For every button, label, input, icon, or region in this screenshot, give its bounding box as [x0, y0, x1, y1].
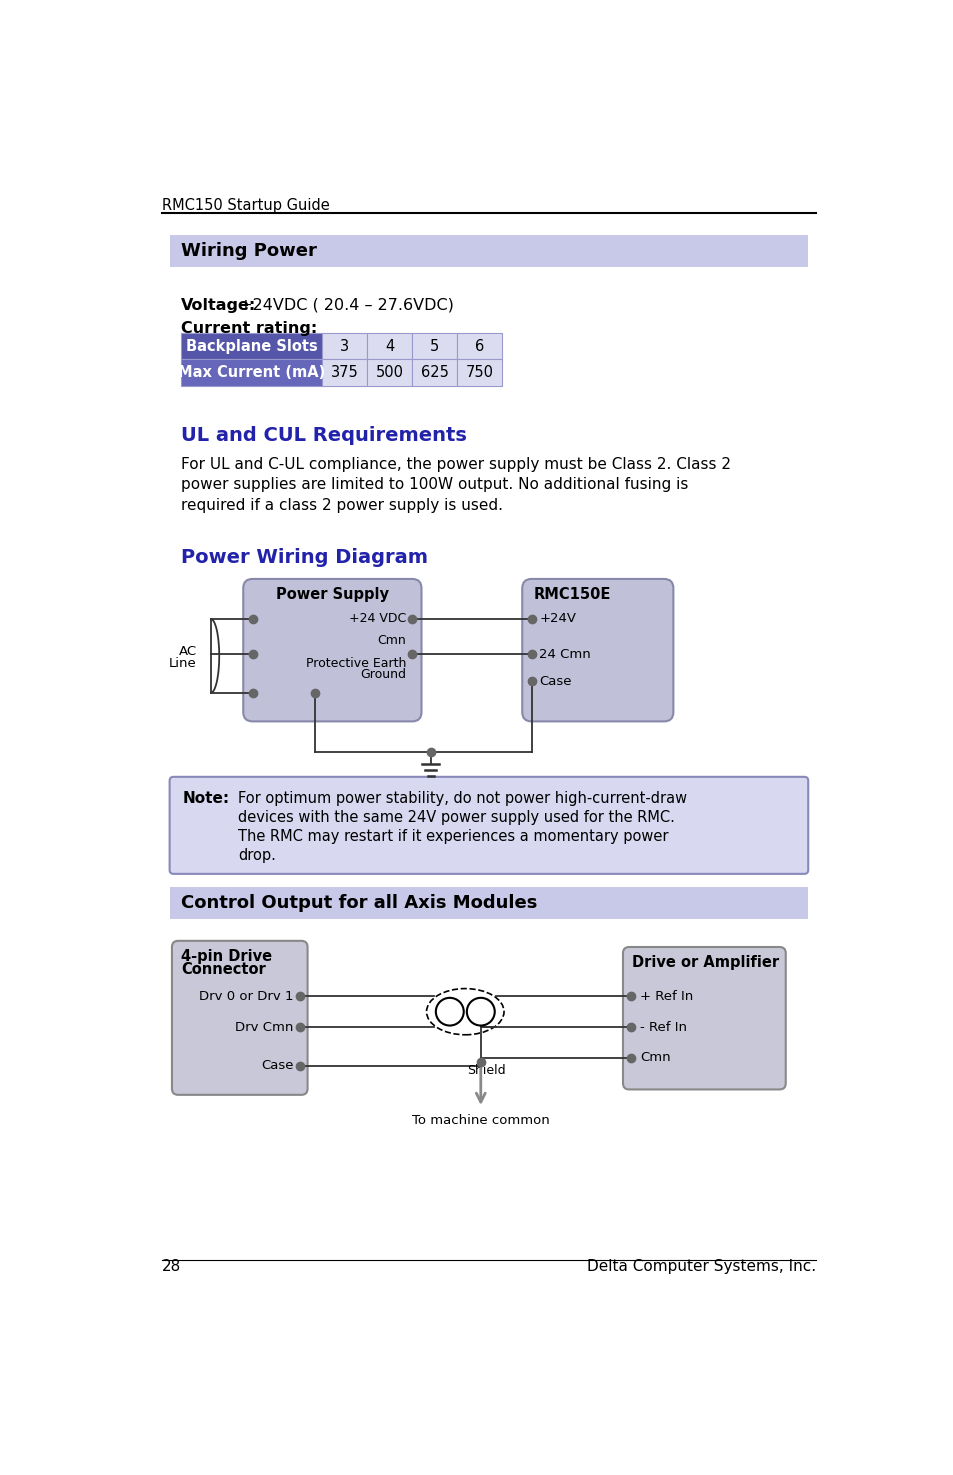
Text: Protective Earth: Protective Earth [305, 658, 406, 671]
Text: - Ref In: - Ref In [639, 1021, 686, 1034]
Text: 750: 750 [465, 366, 493, 381]
FancyBboxPatch shape [622, 947, 785, 1090]
FancyBboxPatch shape [172, 941, 307, 1094]
Text: Power Wiring Diagram: Power Wiring Diagram [181, 549, 428, 568]
Text: For optimum power stability, do not power high-current-draw: For optimum power stability, do not powe… [237, 791, 686, 805]
Text: devices with the same 24V power supply used for the RMC.: devices with the same 24V power supply u… [237, 810, 674, 825]
Text: drop.: drop. [237, 848, 275, 863]
Bar [367, 333, 412, 360]
Text: Connector: Connector [181, 962, 266, 978]
Text: To machine common: To machine common [412, 1114, 549, 1127]
Text: 4-pin Drive: 4-pin Drive [181, 948, 273, 963]
Bar [456, 333, 501, 360]
Text: required if a class 2 power supply is used.: required if a class 2 power supply is us… [181, 499, 503, 513]
Text: 4: 4 [385, 339, 394, 354]
Text: +24 VDC: +24 VDC [349, 612, 406, 625]
Bar [322, 333, 367, 360]
Text: Note:: Note: [183, 791, 230, 805]
Bar [367, 360, 412, 385]
Text: Delta Computer Systems, Inc.: Delta Computer Systems, Inc. [586, 1260, 815, 1274]
Text: 625: 625 [420, 366, 448, 381]
Text: Ground: Ground [359, 668, 406, 681]
FancyBboxPatch shape [521, 580, 673, 721]
Text: Cmn: Cmn [376, 634, 406, 646]
Text: 24 Cmn: 24 Cmn [538, 648, 591, 661]
Text: Wiring Power: Wiring Power [181, 242, 316, 260]
Bar [412, 333, 456, 360]
Text: 500: 500 [375, 366, 403, 381]
Text: Current rating:: Current rating: [181, 322, 317, 336]
Text: For UL and C-UL compliance, the power supply must be Class 2. Class 2: For UL and C-UL compliance, the power su… [181, 456, 731, 472]
Bar [181, 360, 322, 385]
Text: AC: AC [178, 645, 196, 658]
Text: 5: 5 [430, 339, 438, 354]
Text: RMC150E: RMC150E [534, 587, 611, 602]
FancyBboxPatch shape [243, 580, 421, 721]
Text: Drive or Amplifier: Drive or Amplifier [632, 954, 779, 969]
Text: power supplies are limited to 100W output. No additional fusing is: power supplies are limited to 100W outpu… [181, 478, 688, 493]
Text: 6: 6 [475, 339, 484, 354]
Text: + Ref In: + Ref In [639, 990, 693, 1003]
Text: Drv Cmn: Drv Cmn [235, 1021, 294, 1034]
Text: Drv 0 or Drv 1: Drv 0 or Drv 1 [199, 990, 294, 1003]
Text: The RMC may restart if it experiences a momentary power: The RMC may restart if it experiences a … [237, 829, 668, 844]
Text: Case: Case [538, 676, 571, 687]
Text: 375: 375 [331, 366, 358, 381]
Text: Shield: Shield [466, 1063, 505, 1077]
Text: Max Current (mA): Max Current (mA) [178, 366, 325, 381]
Text: Power Supply: Power Supply [275, 587, 389, 602]
Bar [181, 333, 322, 360]
Text: RMC150 Startup Guide: RMC150 Startup Guide [162, 198, 330, 212]
Bar [456, 360, 501, 385]
Bar [170, 886, 807, 919]
Text: Backplane Slots: Backplane Slots [186, 339, 317, 354]
Text: UL and CUL Requirements: UL and CUL Requirements [181, 426, 467, 444]
Text: +24VDC ( 20.4 – 27.6VDC): +24VDC ( 20.4 – 27.6VDC) [233, 298, 454, 313]
Text: +24V: +24V [538, 612, 576, 625]
Text: Voltage:: Voltage: [181, 298, 256, 313]
Text: Control Output for all Axis Modules: Control Output for all Axis Modules [181, 894, 537, 912]
Bar [412, 360, 456, 385]
Text: 28: 28 [162, 1260, 181, 1274]
Text: Cmn: Cmn [639, 1052, 670, 1065]
FancyBboxPatch shape [170, 777, 807, 873]
Bar [170, 235, 807, 267]
Text: Case: Case [261, 1059, 294, 1072]
Text: 3: 3 [340, 339, 349, 354]
Bar [322, 360, 367, 385]
Text: Line: Line [169, 658, 196, 670]
